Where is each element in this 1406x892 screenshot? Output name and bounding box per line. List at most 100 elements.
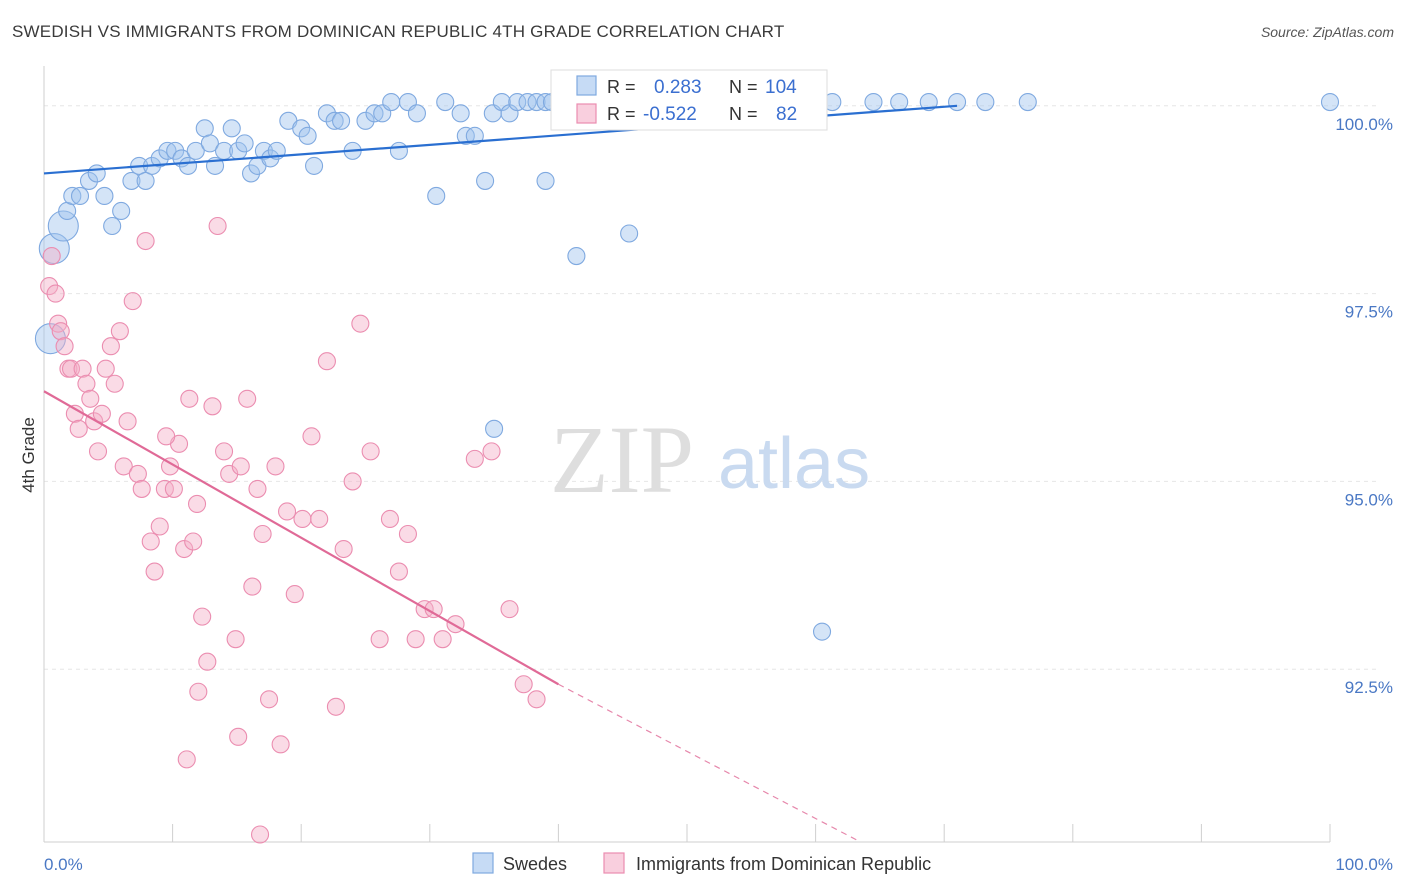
swedes-point-102 xyxy=(1320,92,1340,112)
swedes-point-45 xyxy=(389,141,408,160)
dominican-point-46 xyxy=(243,577,262,596)
swedes-point-9 xyxy=(103,216,122,236)
y-tick-label-2: 95.0% xyxy=(1345,490,1393,509)
dominican-point-3 xyxy=(49,314,68,333)
dominican-point-35 xyxy=(184,532,203,551)
legend-r-label-1: R = xyxy=(607,77,636,97)
swedes-point-92 xyxy=(919,92,938,112)
dominican-point-9 xyxy=(69,419,88,438)
dominican-trend-line xyxy=(43,390,559,686)
dominican-point-31 xyxy=(164,479,183,498)
dominican-trend-extension xyxy=(558,683,861,843)
dominican-point-16 xyxy=(96,359,115,378)
swedes-point-20 xyxy=(186,141,205,160)
dominican-point-24 xyxy=(132,479,151,498)
swedes-point-41 xyxy=(356,111,375,130)
bottom-legend-swatch-dominican xyxy=(603,852,625,874)
swedes-point-39 xyxy=(332,111,351,130)
swedes-point-96 xyxy=(485,419,504,438)
legend-r-value-1: 0.283 xyxy=(654,77,702,98)
dominican-point-28 xyxy=(150,517,169,536)
dominican-point-75 xyxy=(514,675,533,694)
swedes-point-30 xyxy=(254,141,273,160)
dominican-point-64 xyxy=(380,509,399,529)
swedes-point-99 xyxy=(620,224,639,243)
watermark: ZIP atlas xyxy=(550,406,870,513)
dominican-point-41 xyxy=(214,442,234,461)
swedes-point-49 xyxy=(436,92,455,112)
swedes-point-21 xyxy=(195,119,214,138)
swedes-point-98 xyxy=(567,246,586,266)
dominican-point-70 xyxy=(433,630,452,649)
swedes-point-37 xyxy=(317,104,336,123)
dominican-point-48 xyxy=(253,524,272,544)
swedes-point-35 xyxy=(298,126,317,145)
dominican-point-23 xyxy=(128,464,147,483)
dominican-point-10 xyxy=(73,359,92,378)
dominican-point-43 xyxy=(226,630,245,649)
swedes-point-11 xyxy=(122,171,141,190)
swedes-point-93 xyxy=(948,92,967,112)
swedes-point-15 xyxy=(150,149,169,168)
legend: R = 0.283 N = 104 R = -0.522 N = 82 xyxy=(550,69,828,131)
swedes-point-4 xyxy=(63,186,82,206)
swedes-point-25 xyxy=(222,119,241,138)
swedes-point-97 xyxy=(536,171,555,190)
dominican-point-53 xyxy=(285,585,304,604)
swedes-point-44 xyxy=(382,92,401,112)
dominican-point-55 xyxy=(302,427,321,446)
swedes-point-38 xyxy=(325,111,344,130)
dominican-point-60 xyxy=(343,472,362,491)
dominican-point-62 xyxy=(361,442,380,461)
legend-box xyxy=(550,69,828,131)
dominican-point-49 xyxy=(259,690,279,709)
dominican-point-52 xyxy=(278,502,297,521)
swedes-point-36 xyxy=(305,156,324,175)
dominican-point-39 xyxy=(203,397,222,416)
dominican-point-1 xyxy=(42,246,61,266)
dominican-point-57 xyxy=(317,352,336,371)
dominican-point-67 xyxy=(406,630,425,649)
dominican-point-22 xyxy=(123,292,142,311)
chart-title: SWEDISH VS IMMIGRANTS FROM DOMINICAN REP… xyxy=(12,22,785,41)
legend-n-label-2: N = xyxy=(729,104,758,124)
swedes-point-13 xyxy=(136,171,155,190)
dominican-point-2 xyxy=(46,284,65,303)
swedes-point-5 xyxy=(70,186,90,206)
dominican-point-63 xyxy=(370,630,389,649)
watermark-atlas: atlas xyxy=(718,424,870,504)
dominican-point-25 xyxy=(136,231,155,251)
swedes-point-31 xyxy=(261,149,280,168)
dominican-point-51 xyxy=(271,735,290,754)
legend-r-label-2: R = xyxy=(607,104,636,124)
swedes-point-16 xyxy=(158,141,177,160)
swedes-point-53 xyxy=(476,171,495,190)
swedes-point-57 xyxy=(508,92,527,112)
dominican-point-40 xyxy=(208,216,227,236)
y-axis-title: 4th Grade xyxy=(19,417,38,493)
dominican-point-79 xyxy=(250,825,270,844)
dominican-point-11 xyxy=(77,374,96,393)
swedes-point-6 xyxy=(79,171,99,190)
swedes-point-48 xyxy=(427,186,446,206)
swedes-point-100 xyxy=(812,622,832,641)
dominican-point-17 xyxy=(101,337,120,356)
legend-swatch-swedes xyxy=(576,75,597,96)
dominican-point-38 xyxy=(198,652,217,671)
bottom-legend-swatch-swedes xyxy=(472,852,494,874)
y-tick-label-3: 92.5% xyxy=(1345,678,1393,697)
dominican-point-44 xyxy=(231,457,250,476)
legend-n-value-1: 104 xyxy=(765,77,797,98)
swedes-point-27 xyxy=(235,134,254,153)
swedes-point-50 xyxy=(451,104,470,123)
swedes-point-47 xyxy=(407,104,426,123)
legend-n-value-2: 82 xyxy=(776,104,797,125)
swedes-point-28 xyxy=(241,164,261,183)
dominican-point-4 xyxy=(51,322,70,341)
legend-n-label-1: N = xyxy=(729,77,758,97)
swedes-point-3 xyxy=(58,201,77,221)
swedes-point-7 xyxy=(87,164,106,183)
dominican-point-27 xyxy=(145,562,164,581)
dominican-point-0 xyxy=(40,277,59,296)
